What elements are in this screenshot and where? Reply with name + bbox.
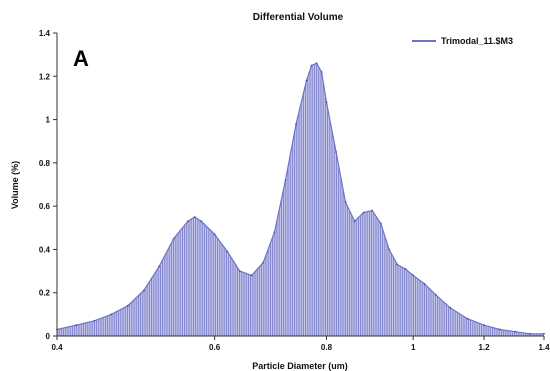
x-tick-label: 0.8 (321, 343, 333, 352)
data-point (158, 265, 160, 268)
data-point (353, 220, 356, 223)
x-tick-label: 0.4 (51, 343, 63, 352)
volume-outline (56, 62, 545, 335)
data-point (371, 209, 374, 212)
y-axis-label: Volume (%) (10, 161, 20, 209)
y-tick-label: 0.2 (39, 289, 51, 298)
data-point (514, 330, 517, 333)
legend: Trimodal_11.$M3 (412, 36, 513, 46)
data-point (483, 324, 485, 327)
x-tick-label: 1.2 (479, 343, 491, 352)
data-point (362, 211, 365, 214)
data-point (529, 332, 531, 335)
data-point (320, 71, 323, 73)
data-point (466, 317, 469, 320)
data-point (379, 222, 382, 225)
data-point (305, 79, 308, 82)
data-point (284, 179, 287, 182)
data-point (388, 248, 390, 251)
y-tick-label: 1 (46, 116, 51, 125)
data-point (75, 324, 77, 327)
x-axis-label: Particle Diameter (um) (252, 361, 348, 371)
data-point (449, 307, 452, 309)
data-point (262, 261, 265, 264)
x-tick-label: 1.4 (538, 343, 550, 352)
data-point (110, 313, 113, 316)
x-tick-label: 0.6 (209, 343, 221, 352)
panel-label: A (73, 46, 89, 71)
data-point (404, 268, 407, 270)
data-point (396, 263, 399, 266)
volume-fill (57, 63, 544, 337)
y-tick-label: 0 (46, 332, 51, 341)
data-point (315, 62, 318, 65)
data-point (423, 283, 426, 285)
data-point (127, 304, 129, 307)
y-tick-label: 0.4 (39, 245, 51, 254)
y-tick-label: 0.8 (39, 159, 51, 168)
data-point (435, 294, 437, 296)
data-point (200, 220, 203, 223)
data-point (412, 274, 415, 277)
chart-title: Differential Volume (253, 12, 344, 23)
data-point (93, 320, 95, 322)
data-point (186, 220, 189, 223)
data-point (226, 250, 229, 253)
data-point (310, 64, 313, 67)
data-point (499, 328, 501, 331)
data-point (238, 270, 241, 272)
data-point (295, 123, 297, 125)
data-point (273, 231, 276, 234)
data-point (344, 200, 347, 203)
data-point (193, 216, 196, 218)
data-point (172, 237, 175, 240)
y-tick-label: 1.2 (39, 72, 51, 81)
data-point (335, 151, 337, 153)
legend-label: Trimodal_11.$M3 (441, 36, 513, 46)
data-point (325, 101, 328, 104)
y-axis-ticks: 0 0.2 0.4 0.6 0.8 1 1.2 1.4 (39, 29, 57, 341)
x-tick-label: 1 (411, 343, 416, 352)
data-point (543, 332, 545, 335)
data-point (142, 289, 145, 292)
x-axis-ticks: 0.4 0.6 0.8 1 1.2 1.4 (51, 336, 550, 352)
y-tick-label: 1.4 (39, 29, 51, 38)
y-tick-label: 0.6 (39, 202, 51, 211)
data-point (213, 233, 216, 236)
data-point (250, 274, 253, 277)
